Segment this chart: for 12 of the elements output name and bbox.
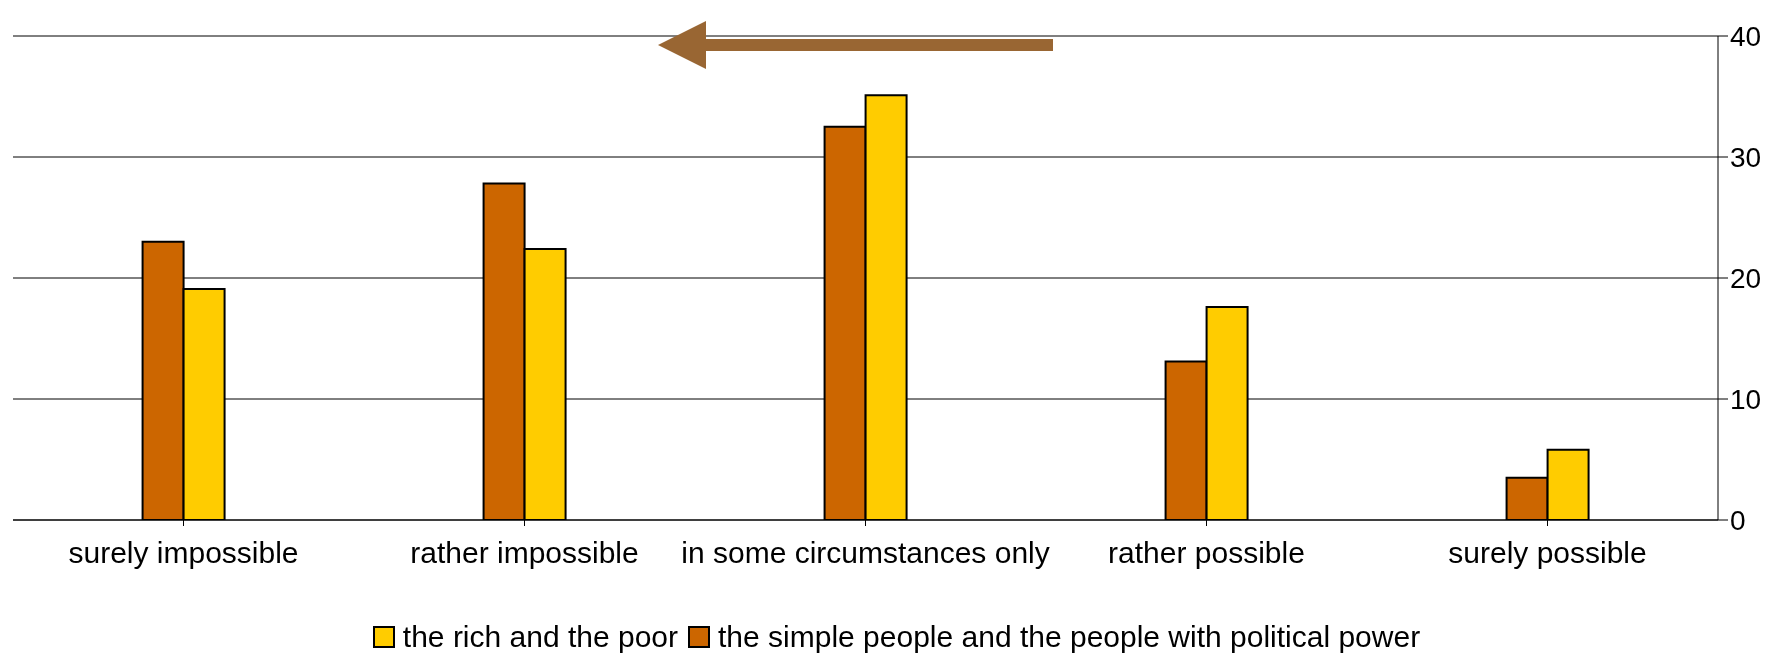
- y-tick-label: 30: [1730, 141, 1762, 173]
- y-tick-label: 0: [1730, 504, 1746, 536]
- y-tick-label: 20: [1730, 262, 1762, 294]
- x-tick-label: rather impossible: [410, 536, 639, 570]
- legend-label: the simple people and the people with political power: [718, 620, 1421, 654]
- x-tick-label: surely impossible: [68, 536, 299, 570]
- legend-label: the rich and the poor: [402, 620, 679, 654]
- y-tick-label: 10: [1730, 383, 1762, 415]
- x-tick-label: in some circumstances only: [681, 536, 1050, 570]
- y-tick-label: 40: [1730, 20, 1762, 52]
- x-tick-label: rather possible: [1108, 536, 1305, 570]
- x-tick-label: surely possible: [1448, 536, 1647, 570]
